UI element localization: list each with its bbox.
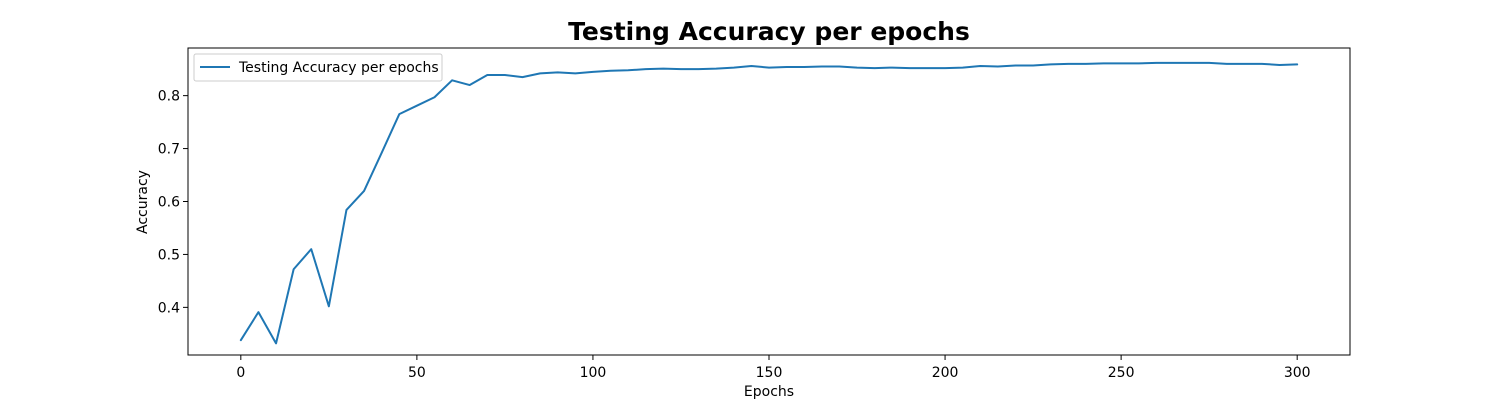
series-point: [1191, 62, 1193, 64]
series-point: [469, 84, 471, 86]
series-point: [1067, 63, 1069, 65]
series-point: [416, 105, 418, 107]
series-point: [645, 68, 647, 70]
chart-title: Testing Accuracy per epochs: [568, 17, 970, 46]
series-point: [574, 72, 576, 74]
x-tick-label: 0: [236, 365, 245, 381]
series-point: [733, 67, 735, 69]
y-axis: 0.4 0.5 0.6 0.7 0.8: [158, 89, 188, 316]
series-point: [979, 65, 981, 67]
series-point: [522, 76, 524, 78]
x-tick-label: 100: [580, 365, 607, 381]
series-point: [662, 68, 664, 70]
series-point: [1173, 62, 1175, 64]
series-point: [1296, 63, 1298, 65]
y-tick-label: 0.4: [158, 300, 180, 316]
series-point: [944, 67, 946, 69]
series-point: [293, 268, 295, 270]
series-point: [856, 67, 858, 69]
series-point: [275, 342, 277, 344]
series-point: [398, 113, 400, 115]
series-point: [1085, 63, 1087, 65]
series-point: [786, 66, 788, 68]
series-point: [698, 68, 700, 70]
series-point: [592, 71, 594, 73]
series-point: [1138, 62, 1140, 64]
legend: Testing Accuracy per epochs: [193, 53, 443, 82]
series-point: [962, 67, 964, 69]
series-point: [1032, 64, 1034, 66]
y-axis-label: Accuracy: [135, 170, 151, 234]
series-point: [486, 74, 488, 76]
series-point: [610, 70, 612, 72]
series-point: [1208, 62, 1210, 64]
series-point: [750, 65, 752, 67]
series-point: [1279, 64, 1281, 66]
legend-box: [193, 53, 443, 82]
series-point: [345, 209, 347, 211]
series-point: [1243, 63, 1245, 65]
series-point: [257, 311, 259, 313]
series-point: [557, 71, 559, 73]
series-point: [803, 66, 805, 68]
series-point: [1261, 63, 1263, 65]
x-tick-label: 150: [756, 365, 783, 381]
x-axis-label: Epochs: [744, 384, 794, 400]
series-layer: [239, 61, 1299, 345]
series-point: [1120, 62, 1122, 64]
series-point: [363, 190, 365, 192]
series-point: [539, 72, 541, 74]
series-point: [627, 69, 629, 71]
series-point: [768, 67, 770, 69]
series-point: [1226, 63, 1228, 65]
y-tick-label: 0.7: [158, 142, 180, 158]
series-point: [433, 96, 435, 98]
series-point: [874, 67, 876, 69]
y-tick-label: 0.8: [158, 89, 180, 105]
series-point: [715, 68, 717, 70]
plot-area: [187, 47, 1351, 356]
x-tick-label: 250: [1108, 365, 1135, 381]
legend-label: Testing Accuracy per epochs: [238, 60, 439, 76]
series-point: [909, 67, 911, 69]
series-point: [381, 152, 383, 154]
series-point: [838, 66, 840, 68]
series-point: [680, 68, 682, 70]
series-point: [451, 79, 453, 81]
series-point: [240, 339, 242, 341]
series-point: [328, 305, 330, 307]
series-point: [891, 67, 893, 69]
x-tick-label: 300: [1284, 365, 1311, 381]
series-point: [1050, 63, 1052, 65]
x-axis: 0 50 100 150 200 250 300: [236, 355, 1311, 381]
y-tick-label: 0.6: [158, 195, 180, 211]
series-point: [310, 248, 312, 250]
series-line: [239, 61, 1299, 345]
x-tick-label: 50: [408, 365, 426, 381]
y-tick-label: 0.5: [158, 247, 180, 263]
series-point: [997, 66, 999, 68]
series-point: [504, 74, 506, 76]
series-point: [1155, 62, 1157, 64]
series-point: [1014, 64, 1016, 66]
series-point: [821, 66, 823, 68]
series-point: [926, 67, 928, 69]
series-point: [1103, 62, 1105, 64]
x-tick-label: 200: [932, 365, 959, 381]
